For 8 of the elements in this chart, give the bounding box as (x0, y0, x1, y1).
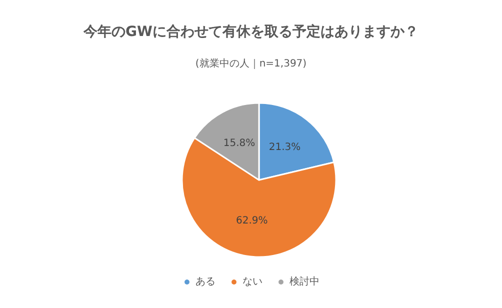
data-label: 21.3% (268, 142, 301, 153)
legend-label: 検討中 (290, 276, 320, 288)
legend-label: ない (242, 276, 262, 288)
data-label: 62.9% (236, 215, 268, 226)
chart-title: 今年のGWに合わせて有休を取る予定はありますか？ (82, 23, 418, 40)
data-label: 15.8% (223, 138, 256, 150)
chart-subtitle: (就業中の人｜n=1,397) (195, 58, 307, 70)
legend-label: ある (196, 276, 216, 288)
